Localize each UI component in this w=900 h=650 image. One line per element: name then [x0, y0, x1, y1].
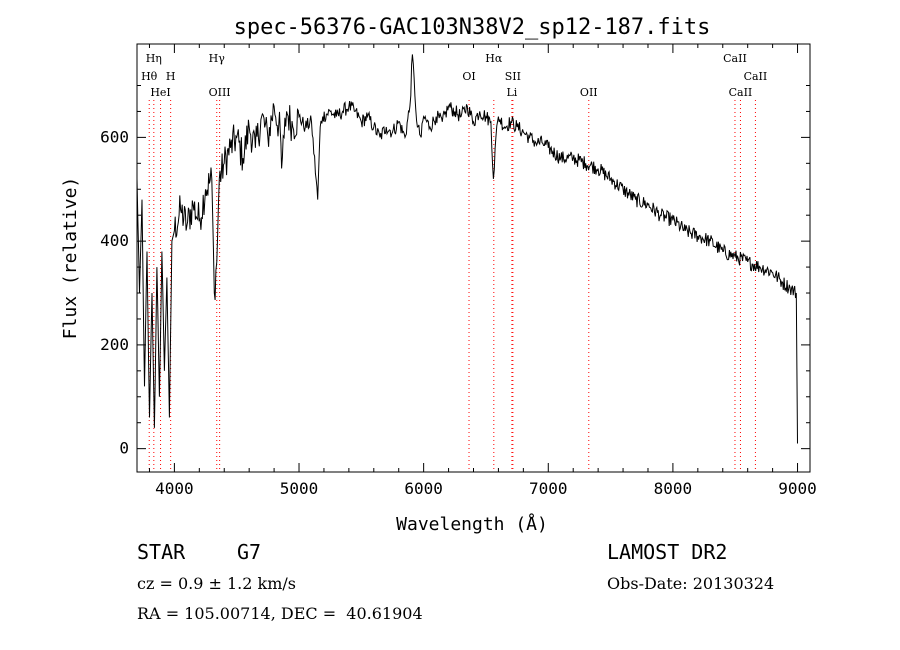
survey-name: LAMOST DR2: [607, 540, 728, 564]
x-tick-label: 5000: [280, 479, 319, 498]
line-label: Hγ: [209, 52, 226, 65]
line-label: CaII: [744, 70, 768, 83]
subclass: G7: [237, 540, 262, 564]
plot-frame: [136, 43, 811, 473]
redshift-velocity: cz = 0.9 ± 1.2 km/s: [137, 574, 296, 593]
line-label: H: [166, 70, 176, 83]
axes: 4000 5000 6000 7000 8000 9000 0 200 400 600: [100, 44, 817, 498]
x-tick-label: 6000: [404, 479, 443, 498]
sky-coordinates: RA = 105.00714, DEC = 40.61904: [137, 604, 423, 623]
y-tick-label: 0: [119, 439, 129, 458]
observation-date: Obs-Date: 20130324: [607, 574, 775, 593]
line-label: OIII: [209, 86, 231, 99]
x-tick-label: 7000: [529, 479, 568, 498]
chart-title: spec-56376-GAC103N38V2_sp12-187.fits: [234, 15, 711, 40]
line-label: HeI: [150, 86, 170, 99]
line-label: Hθ: [141, 70, 158, 83]
line-label: SII: [505, 70, 521, 83]
x-axis-label: Wavelength (Å): [396, 513, 548, 535]
y-axis-label: Flux (relative): [60, 177, 81, 340]
line-label: CaII: [729, 86, 753, 99]
spectrum-line: [136, 54, 798, 444]
line-label: OII: [580, 86, 598, 99]
x-tick-label: 8000: [654, 479, 693, 498]
y-tick-label: 600: [100, 127, 129, 146]
y-tick-label: 200: [100, 335, 129, 354]
line-label: Hα: [485, 52, 503, 65]
y-tick-label: 400: [100, 231, 129, 250]
x-tick-label: 4000: [155, 479, 194, 498]
line-label: Li: [506, 86, 517, 99]
object-type: STAR: [137, 540, 186, 564]
spectral-line-labels: Hη Hθ H HeI Hγ OIII Hα OI SII Li OII CaII CaII CaII: [141, 52, 767, 99]
line-label: CaII: [723, 52, 747, 65]
line-label: Hη: [146, 52, 162, 65]
x-tick-label: 9000: [778, 479, 817, 498]
line-label: OI: [462, 70, 475, 83]
